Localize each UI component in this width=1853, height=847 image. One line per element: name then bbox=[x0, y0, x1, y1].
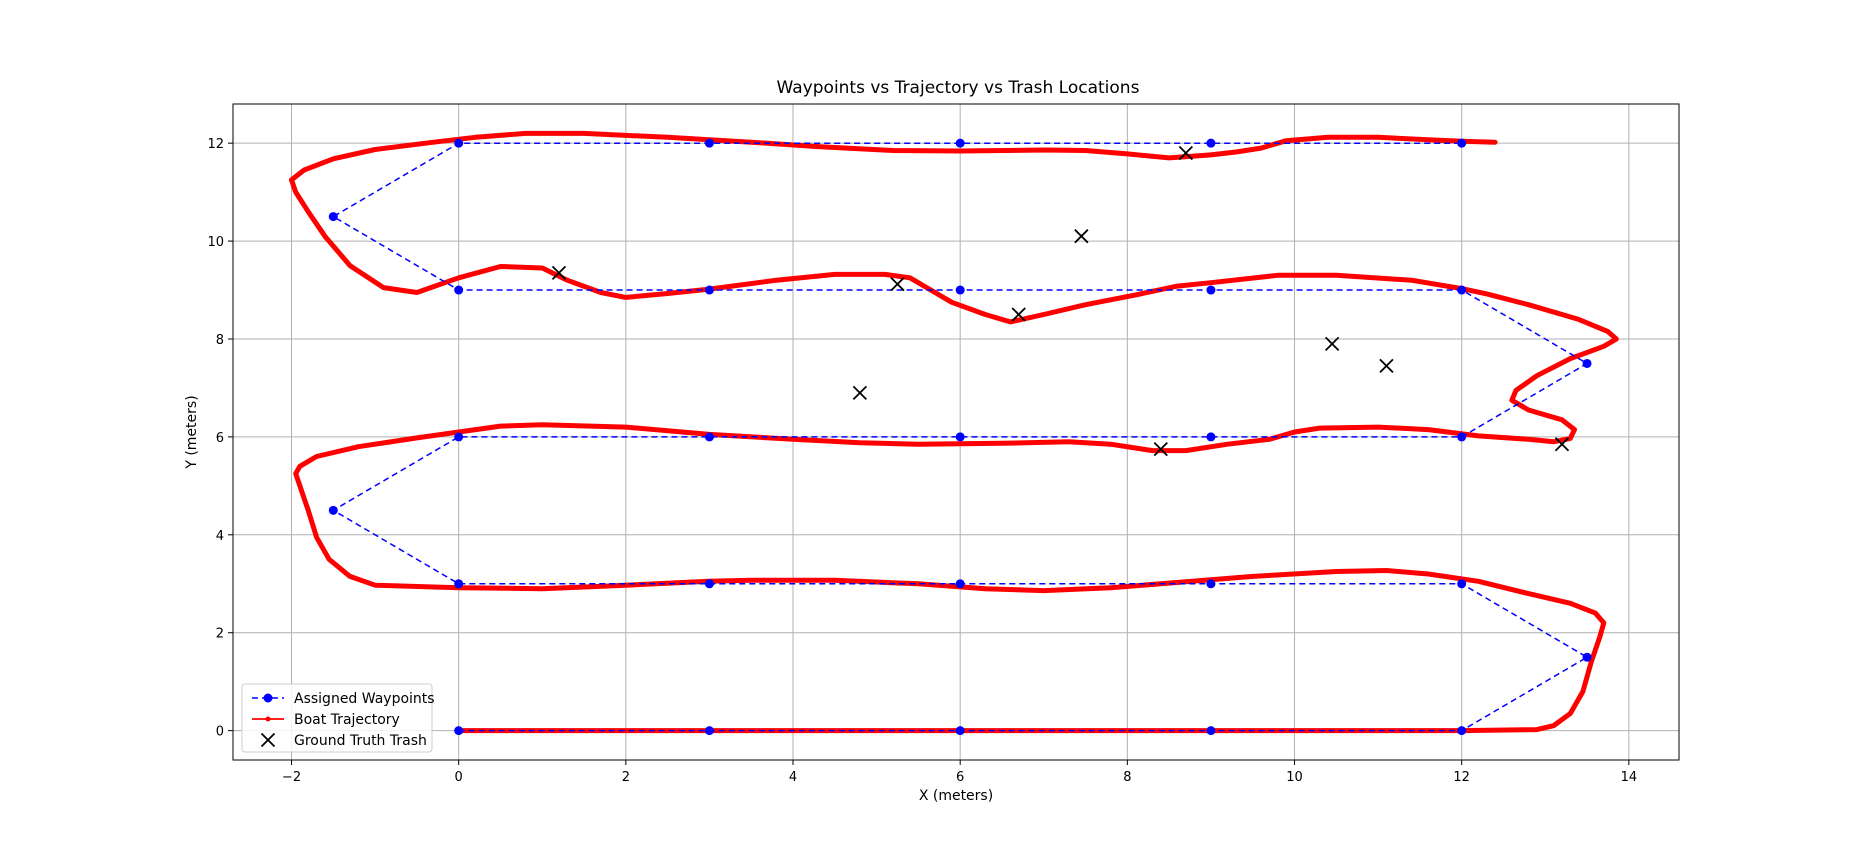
x-tick-label: 2 bbox=[622, 770, 630, 785]
chart-title: Waypoints vs Trajectory vs Trash Locatio… bbox=[777, 78, 1140, 98]
legend-trajectory-marker bbox=[265, 716, 271, 722]
waypoint-marker bbox=[955, 285, 965, 295]
waypoint-marker bbox=[955, 138, 965, 148]
waypoint-marker bbox=[1457, 579, 1467, 589]
waypoint-marker bbox=[1457, 432, 1467, 442]
axis-ticks: −2 0 2 4 6 8 10 12 14 0 2 4 6 8 10 12 bbox=[207, 137, 1637, 785]
waypoint-marker bbox=[1206, 579, 1216, 589]
trash-marker-stroke bbox=[1554, 437, 1570, 452]
x-tick-label: 4 bbox=[789, 770, 797, 785]
waypoint-marker bbox=[1582, 358, 1592, 368]
x-tick-label: 8 bbox=[1123, 770, 1131, 785]
trash-marker bbox=[852, 385, 868, 400]
waypoint-marker bbox=[1206, 138, 1216, 148]
waypoint-marker bbox=[454, 285, 464, 295]
waypoint-marker bbox=[704, 432, 714, 442]
waypoint-marker bbox=[454, 579, 464, 589]
legend-label: Assigned Waypoints bbox=[294, 691, 435, 707]
trash-marker-stroke bbox=[1379, 358, 1394, 374]
waypoint-marker bbox=[704, 726, 714, 736]
trash-marker-stroke bbox=[1011, 307, 1026, 322]
waypoint-marker bbox=[1582, 652, 1592, 662]
trash-marker-stroke bbox=[1153, 441, 1168, 457]
legend-label: Boat Trajectory bbox=[294, 712, 400, 728]
y-tick-label: 2 bbox=[216, 627, 224, 642]
waypoint-marker bbox=[1457, 138, 1467, 148]
legend-box bbox=[241, 683, 433, 753]
waypoint-marker bbox=[328, 505, 338, 515]
waypoint-marker bbox=[1206, 285, 1216, 295]
legend-label: Ground Truth Trash bbox=[294, 733, 427, 749]
y-tick-label: 4 bbox=[216, 529, 224, 544]
waypoint-marker bbox=[328, 212, 338, 222]
y-tick-label: 12 bbox=[207, 137, 224, 152]
trash-marker bbox=[1153, 441, 1168, 457]
x-tick-label: 0 bbox=[455, 770, 463, 785]
waypoint-marker bbox=[704, 138, 714, 148]
boat-trajectory-line bbox=[289, 130, 1619, 734]
waypoint-marker bbox=[454, 432, 464, 442]
waypoint-marker bbox=[1206, 432, 1216, 442]
trash-marker bbox=[1554, 437, 1570, 452]
waypoint-marker bbox=[1457, 726, 1467, 736]
trash-marker-stroke bbox=[551, 265, 567, 281]
x-tick-label: 14 bbox=[1621, 770, 1638, 785]
x-tick-label: 12 bbox=[1453, 770, 1470, 785]
x-tick-label: −2 bbox=[282, 770, 301, 785]
trash-marker bbox=[1011, 307, 1026, 322]
legend-trash-stroke bbox=[260, 732, 276, 748]
trash-marker bbox=[1074, 229, 1089, 244]
waypoint-marker bbox=[955, 579, 965, 589]
trash-marker-stroke bbox=[1178, 145, 1193, 161]
trash-marker-stroke bbox=[1324, 336, 1340, 352]
waypoint-marker bbox=[454, 726, 464, 736]
x-tick-label: 10 bbox=[1286, 770, 1303, 785]
waypoint-marker bbox=[704, 285, 714, 295]
series-layer bbox=[289, 130, 1619, 736]
trash-marker-stroke bbox=[1074, 229, 1089, 244]
waypoint-marker bbox=[454, 138, 464, 148]
legend: Assigned Waypoints Boat Trajectory Ground … bbox=[241, 683, 435, 753]
y-tick-label: 10 bbox=[207, 235, 224, 250]
waypoint-marker bbox=[955, 432, 965, 442]
trash-marker-stroke bbox=[890, 277, 905, 292]
y-tick-label: 0 bbox=[216, 725, 224, 740]
y-tick-label: 8 bbox=[216, 333, 224, 348]
x-axis-title: X (meters) bbox=[919, 788, 993, 804]
y-tick-label: 6 bbox=[216, 431, 224, 446]
waypoint-marker bbox=[1206, 726, 1216, 736]
trash-marker bbox=[1324, 336, 1340, 352]
legend-waypoints-marker bbox=[263, 693, 273, 703]
x-tick-label: 6 bbox=[956, 770, 964, 785]
trash-marker-stroke bbox=[852, 385, 868, 400]
trash-marker bbox=[1178, 145, 1193, 161]
legend-trash-marker bbox=[260, 732, 276, 748]
waypoint-marker bbox=[704, 579, 714, 589]
y-axis-title: Y (meters) bbox=[184, 395, 200, 469]
waypoint-marker bbox=[955, 726, 965, 736]
plot-frame bbox=[232, 103, 1680, 761]
trash-marker bbox=[890, 277, 905, 292]
waypoint-marker bbox=[1457, 285, 1467, 295]
trash-marker bbox=[1379, 358, 1394, 374]
trash-marker bbox=[551, 265, 567, 281]
